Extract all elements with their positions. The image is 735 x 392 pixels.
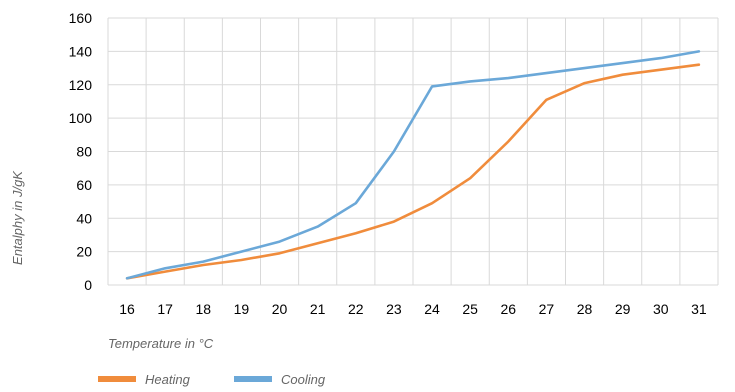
legend-swatch-heating <box>98 376 136 382</box>
x-tick-label: 28 <box>577 301 593 317</box>
legend-swatch-cooling <box>234 376 272 382</box>
x-tick-label: 25 <box>462 301 478 317</box>
x-tick-label: 31 <box>691 301 707 317</box>
x-axis-title: Temperature in °C <box>108 336 214 351</box>
x-tick-label: 19 <box>234 301 250 317</box>
y-tick-label: 20 <box>76 244 92 260</box>
gridlines <box>107 17 719 286</box>
x-tick-label: 21 <box>310 301 326 317</box>
legend: Heating Cooling <box>98 372 326 387</box>
x-tick-label: 20 <box>272 301 288 317</box>
y-tick-label: 80 <box>76 144 92 160</box>
legend-label-cooling: Cooling <box>281 372 326 387</box>
x-tick-label: 22 <box>348 301 364 317</box>
x-tick-label: 29 <box>615 301 631 317</box>
x-tick-label: 24 <box>424 301 440 317</box>
y-tick-label: 0 <box>84 277 92 293</box>
x-tick-label: 27 <box>539 301 555 317</box>
y-tick-label: 120 <box>69 77 93 93</box>
y-axis-ticks: 0 20 40 60 80 100 120 140 160 <box>69 10 93 293</box>
series-line-heating <box>125 63 701 280</box>
y-axis-title: Entalphy in J/gK <box>10 170 25 265</box>
y-tick-label: 160 <box>69 10 93 26</box>
x-tick-label: 16 <box>119 301 135 317</box>
x-tick-label: 23 <box>386 301 402 317</box>
x-axis-ticks: 16 17 18 19 20 21 22 23 24 25 26 27 28 29 30 31 <box>119 301 707 317</box>
series-line-cooling <box>125 50 701 280</box>
y-tick-label: 40 <box>76 210 92 226</box>
legend-label-heating: Heating <box>145 372 191 387</box>
x-tick-label: 18 <box>196 301 212 317</box>
y-tick-label: 140 <box>69 43 93 59</box>
x-tick-label: 26 <box>501 301 517 317</box>
series-lines <box>125 50 701 280</box>
x-tick-label: 30 <box>653 301 669 317</box>
x-tick-label: 17 <box>157 301 173 317</box>
y-tick-label: 60 <box>76 177 92 193</box>
y-tick-label: 100 <box>69 110 93 126</box>
